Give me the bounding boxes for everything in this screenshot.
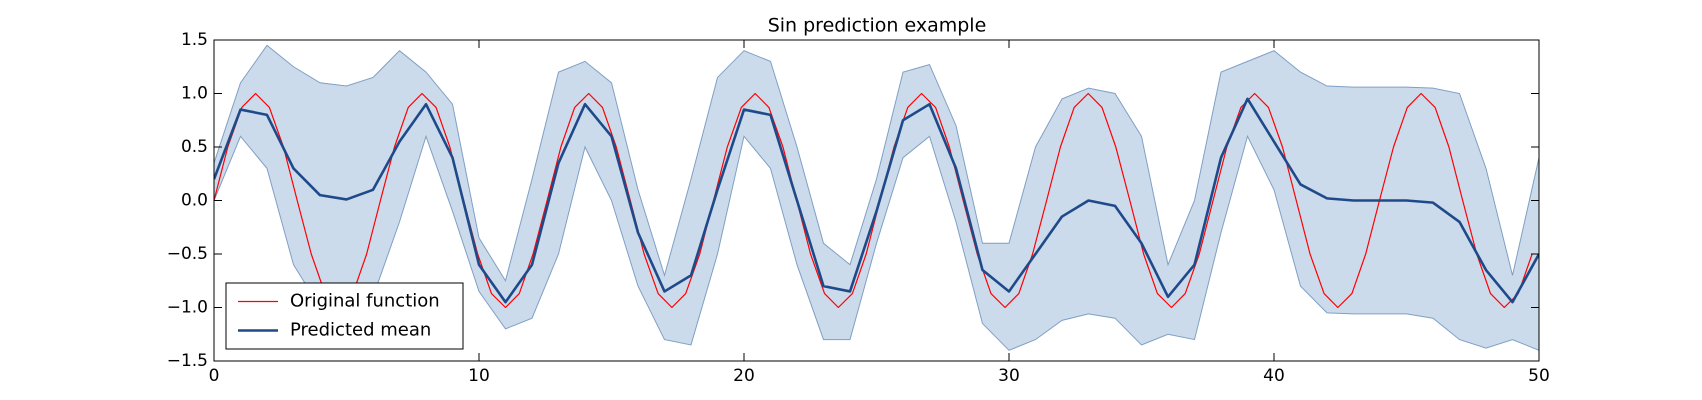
y-tick-label: −1.0 xyxy=(167,298,208,318)
x-tick-label: 50 xyxy=(1528,366,1550,386)
legend-label: Predicted mean xyxy=(290,320,431,341)
y-tick-label: 1.5 xyxy=(181,30,208,50)
x-tick-label: 20 xyxy=(733,366,755,386)
confidence-band xyxy=(214,44,1539,351)
line-series xyxy=(214,92,1533,309)
x-tick-label: 30 xyxy=(998,366,1020,386)
y-tick-label: 0.5 xyxy=(181,137,208,157)
x-tick-label: 40 xyxy=(1263,366,1285,386)
y-tick-label: −1.5 xyxy=(167,351,208,371)
y-tick-label: −0.5 xyxy=(167,244,208,264)
y-tick-label: 1.0 xyxy=(181,84,208,104)
legend-box xyxy=(225,282,464,350)
line-series xyxy=(214,97,1539,304)
y-tick-label: 0.0 xyxy=(181,191,208,211)
x-tick-label: 0 xyxy=(209,366,220,386)
x-tick-label: 10 xyxy=(468,366,490,386)
chart-title: Sin prediction example xyxy=(768,15,987,37)
plot-area xyxy=(214,44,1539,351)
legend-label: Original function xyxy=(290,291,440,312)
